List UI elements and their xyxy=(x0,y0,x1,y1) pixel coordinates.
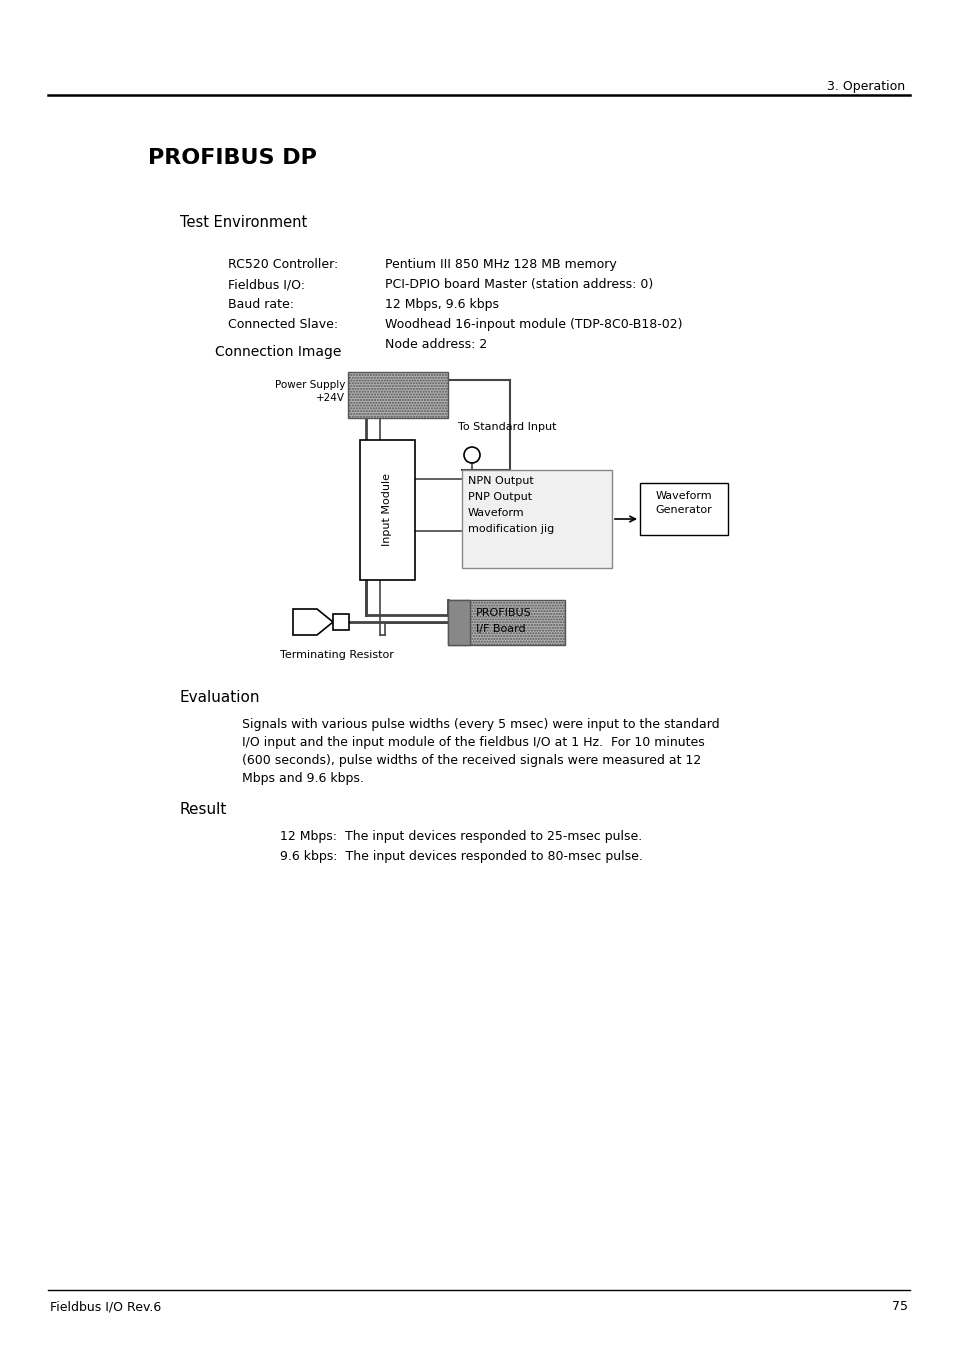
Text: RC520 Controller:: RC520 Controller: xyxy=(228,258,338,272)
Text: NPN Output: NPN Output xyxy=(468,476,533,486)
Circle shape xyxy=(463,447,479,463)
Text: Fieldbus I/O:: Fieldbus I/O: xyxy=(228,278,305,290)
Text: Input Module: Input Module xyxy=(382,473,392,547)
Bar xyxy=(333,613,349,630)
Text: 12 Mbps:  The input devices responded to 25-msec pulse.: 12 Mbps: The input devices responded to … xyxy=(280,830,641,843)
Text: I/O input and the input module of the fieldbus I/O at 1 Hz.  For 10 minutes: I/O input and the input module of the fi… xyxy=(242,736,704,748)
Text: (600 seconds), pulse widths of the received signals were measured at 12: (600 seconds), pulse widths of the recei… xyxy=(242,754,700,767)
Bar xyxy=(348,372,448,417)
Text: Mbps and 9.6 kbps.: Mbps and 9.6 kbps. xyxy=(242,771,363,785)
Text: PNP Output: PNP Output xyxy=(468,492,532,503)
Text: Pentium III 850 MHz 128 MB memory: Pentium III 850 MHz 128 MB memory xyxy=(385,258,616,272)
Text: Waveform: Waveform xyxy=(655,490,712,501)
Text: 75: 75 xyxy=(891,1300,907,1313)
Text: Terminating Resistor: Terminating Resistor xyxy=(280,650,394,661)
Bar xyxy=(461,470,612,567)
Bar xyxy=(359,440,415,580)
Text: Fieldbus I/O Rev.6: Fieldbus I/O Rev.6 xyxy=(50,1300,161,1313)
Text: Signals with various pulse widths (every 5 msec) were input to the standard: Signals with various pulse widths (every… xyxy=(242,717,719,731)
Bar xyxy=(448,600,470,644)
Text: Waveform: Waveform xyxy=(468,508,524,517)
Text: PROFIBUS DP: PROFIBUS DP xyxy=(148,149,316,168)
Text: 9.6 kbps:  The input devices responded to 80-msec pulse.: 9.6 kbps: The input devices responded to… xyxy=(280,850,642,863)
Polygon shape xyxy=(293,609,333,635)
Text: Node address: 2: Node address: 2 xyxy=(385,338,487,351)
Text: Test Environment: Test Environment xyxy=(180,215,307,230)
Text: Baud rate:: Baud rate: xyxy=(228,299,294,311)
Text: Woodhead 16-inpout module (TDP-8C0-B18-02): Woodhead 16-inpout module (TDP-8C0-B18-0… xyxy=(385,317,681,331)
Text: 12 Mbps, 9.6 kbps: 12 Mbps, 9.6 kbps xyxy=(385,299,498,311)
Text: Generator: Generator xyxy=(655,505,712,515)
Text: modification jig: modification jig xyxy=(468,524,554,534)
Text: 3. Operation: 3. Operation xyxy=(826,80,904,93)
Text: D-Sub: D-Sub xyxy=(454,611,463,634)
Text: PCI-DPIO board Master (station address: 0): PCI-DPIO board Master (station address: … xyxy=(385,278,653,290)
Text: PROFIBUS: PROFIBUS xyxy=(476,608,531,617)
Bar xyxy=(448,600,564,644)
Text: I/F Board: I/F Board xyxy=(476,624,525,634)
Text: Result: Result xyxy=(180,802,227,817)
Text: Evaluation: Evaluation xyxy=(180,690,260,705)
Text: Connected Slave:: Connected Slave: xyxy=(228,317,337,331)
Text: Connection Image: Connection Image xyxy=(214,345,341,359)
Text: To Standard Input: To Standard Input xyxy=(457,422,556,432)
Bar xyxy=(639,484,727,535)
Text: Power Supply
+24V: Power Supply +24V xyxy=(274,380,345,403)
